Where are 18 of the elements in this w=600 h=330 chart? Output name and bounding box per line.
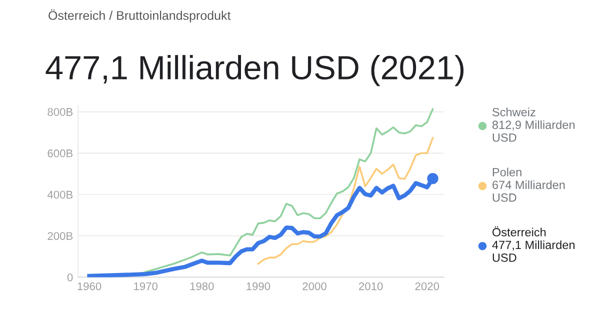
y-tick-label: 200B (48, 232, 73, 240)
x-tick-label: 2000 (302, 282, 326, 290)
legend-label: Schweiz 812,9 Milliarden USD (492, 108, 575, 142)
x-tick-label: 2010 (359, 282, 383, 290)
x-tick-label: 1990 (246, 282, 270, 290)
x-tick-label: 1960 (78, 282, 102, 290)
x-tick-label: 1970 (134, 282, 158, 290)
chart-subtitle: Österreich / Bruttoinlandsprodukt (48, 9, 231, 22)
y-tick-label: 400B (47, 190, 73, 199)
line-series (257, 136, 434, 265)
chart-title: 477,1 Milliarden USD (2021) (46, 55, 464, 86)
y-tick-label: 600B (48, 149, 73, 158)
x-tick-label: 2020 (415, 282, 440, 290)
y-tick-label: 800B (48, 108, 73, 116)
y-tick-label: 0 (67, 273, 73, 282)
legend-label: Polen 674 Milliarden USD (492, 168, 565, 202)
x-tick-label: 1980 (190, 282, 214, 290)
legend-label: Österreich 477,1 Milliarden USD (492, 226, 575, 262)
